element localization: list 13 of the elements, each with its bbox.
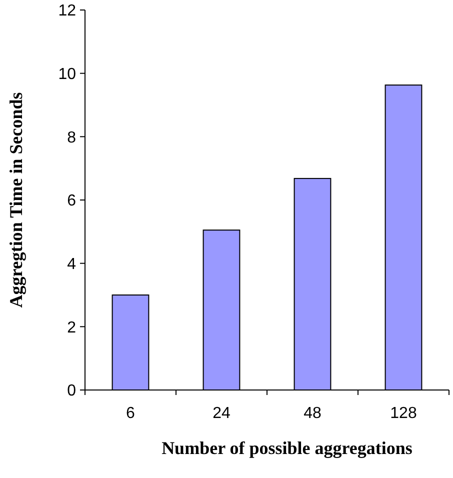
- x-tick-label: 24: [212, 405, 230, 422]
- x-tick-label: 6: [126, 405, 136, 422]
- y-tick-label: 8: [67, 129, 76, 146]
- y-tick-label: 0: [67, 382, 76, 400]
- x-tick-label: 48: [304, 405, 322, 422]
- y-tick-label: 10: [58, 66, 76, 83]
- y-tick-label: 2: [67, 319, 76, 336]
- x-axis-title: Number of possible aggregations: [162, 438, 412, 458]
- y-tick-label: 6: [67, 192, 76, 210]
- y-tick-label: 4: [67, 256, 76, 273]
- y-tick-label: 12: [58, 2, 76, 20]
- x-tick-label: 128: [390, 405, 417, 422]
- y-axis-title: Aggregtion Time in Seconds: [6, 92, 26, 308]
